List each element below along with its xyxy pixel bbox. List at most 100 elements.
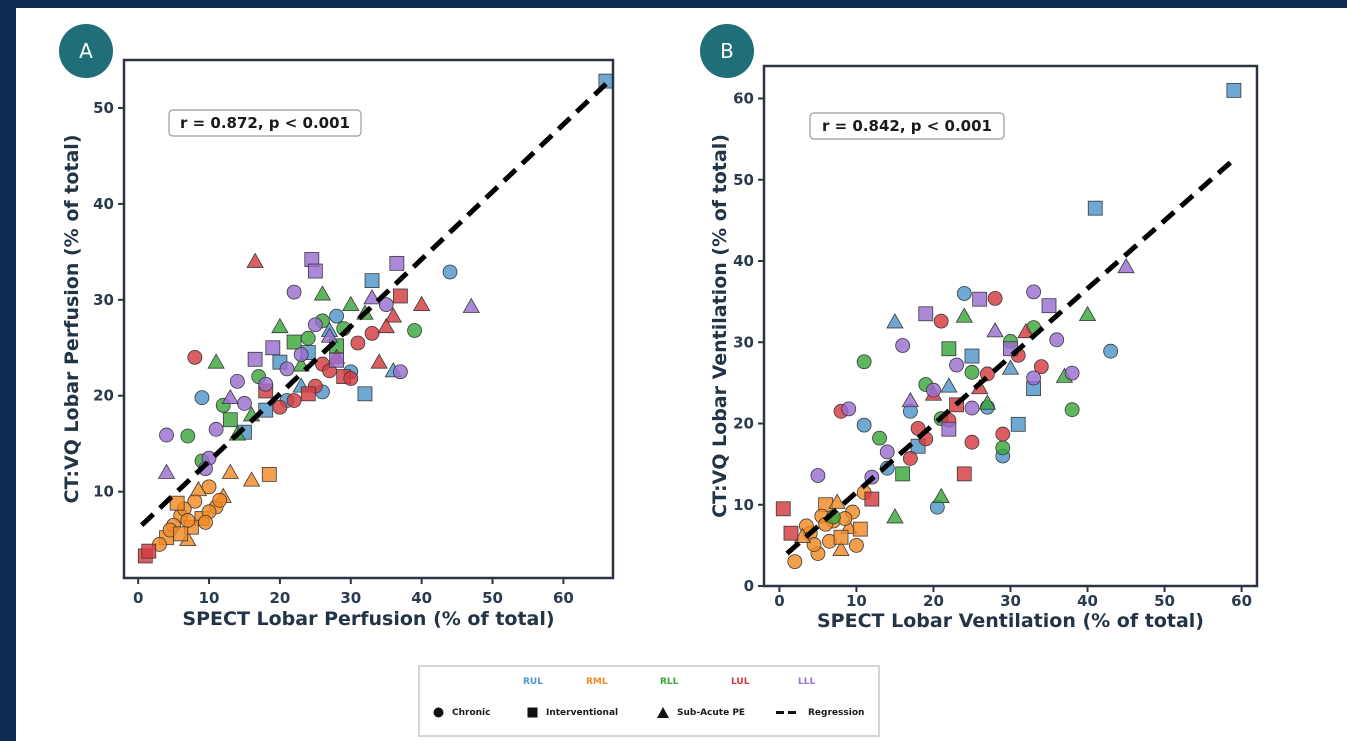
chart-a-point-lll-101 — [307, 317, 323, 333]
chart-a-point-lll-86 — [157, 463, 176, 479]
chart-b-point-lul-66 — [956, 466, 972, 482]
chart-b-point-lll-76 — [972, 291, 988, 307]
legend-interventional: Interventional — [527, 707, 618, 718]
chart-b-point-rul-14 — [856, 417, 872, 433]
chart-b-point-rll-51 — [955, 307, 973, 323]
chart-b-point-rul-13 — [964, 348, 980, 364]
chart-b-point-rul-11 — [940, 377, 958, 393]
chart-b-point-rml-27 — [833, 529, 849, 545]
chart-b-point-lul-60 — [995, 426, 1011, 442]
chart-b-point-rll-50 — [872, 430, 887, 446]
chart-b-ytick-label-0: 0 — [744, 577, 754, 595]
chart-a-point-rll-43 — [313, 285, 332, 301]
chart-b-xtick-label-1: 10 — [846, 592, 867, 610]
chart-b-x-axis-label: SPECT Lobar Ventilation (% of total) — [817, 610, 1204, 632]
chart-b-point-lul-56 — [775, 501, 791, 517]
chart-b-point-rll-52 — [995, 440, 1011, 456]
chart-b-point-rul-3 — [956, 286, 972, 301]
chart-a-xtick-label-1: 10 — [199, 589, 220, 607]
chart-a-point-rll-52 — [286, 334, 302, 350]
chart-b-point-rul-1 — [1087, 200, 1103, 216]
chart-b-point-rll-48 — [978, 394, 997, 410]
chart-a-point-rll-44 — [271, 317, 289, 334]
chart-a-xtick-label-2: 20 — [269, 589, 290, 607]
circle-icon — [433, 707, 444, 718]
chart-a-point-lll-97 — [237, 396, 252, 411]
chart-a-point-lul-76 — [272, 399, 288, 415]
chart-b-point-lll-94 — [1049, 332, 1065, 348]
dashed-line-icon — [776, 711, 800, 714]
chart-b-point-lll-75 — [918, 306, 934, 322]
chart-b-point-lll-89 — [964, 400, 980, 416]
legend-lobe-rul: RUL — [523, 677, 543, 687]
chart-a-point-rml-33 — [189, 480, 208, 497]
chart-a-xtick-label-6: 60 — [553, 589, 574, 607]
figure-frame: 0 10 20 30 40 50 60 10 20 30 40 50 SPECT Lobar Perfu… — [16, 8, 1347, 741]
legend-subacute-label: Sub-Acute PE — [677, 707, 746, 718]
chart-a-xtick-label-4: 40 — [411, 589, 432, 607]
chart-a-point-lll-94 — [208, 421, 224, 437]
chart-a-point-lll-90 — [279, 361, 295, 377]
chart-b-point-lll-91 — [1026, 370, 1042, 386]
chart-a-point-rml-38 — [173, 526, 189, 542]
chart-a-point-lul-61 — [412, 295, 431, 312]
chart-a-point-lll-80 — [389, 255, 405, 271]
chart-b-point-lul-71 — [864, 491, 880, 507]
legend-lobe-lll: LLL — [798, 677, 816, 687]
chart-b-stat-text: r = 0.842, p < 0.001 — [822, 117, 992, 135]
chart-b-point-rll-46 — [941, 341, 957, 357]
legend-regression-label: Regression — [808, 707, 865, 718]
chart-b-point-rll-39 — [1064, 402, 1080, 418]
chart-b-ytick-label-5: 50 — [733, 171, 754, 189]
chart-a-ytick-label-1: 20 — [93, 387, 114, 405]
chart-a-point-lul-62 — [370, 353, 388, 369]
chart-a-point-lll-92 — [378, 297, 394, 313]
chart-a-point-rll-45 — [222, 412, 238, 428]
chart-a-regression-line — [139, 82, 608, 528]
legend: RUL RML RLL LUL LLL Chronic Intervention… — [418, 665, 880, 737]
chart-b-point-rul-0 — [1226, 82, 1242, 98]
chart-a-xtick-label-0: 0 — [133, 589, 143, 607]
chart-a-point-lul-77 — [377, 317, 395, 334]
chart-b-point-rul-7 — [886, 313, 904, 329]
chart-a-point-lul-74 — [300, 386, 316, 402]
chart-b-point-rul-2 — [1103, 343, 1119, 359]
chart-b-point-rml-30 — [828, 493, 846, 509]
chart-b-ytick-label-3: 30 — [733, 333, 754, 351]
chart-b-point-lul-72 — [964, 434, 980, 450]
legend-lobe-rml: RML — [586, 677, 608, 687]
chart-a-point-rll-46 — [300, 330, 316, 346]
chart-b-point-lll-86 — [926, 382, 941, 398]
chart-a-point-lul-71 — [350, 335, 366, 351]
chart-b-point-lul-61 — [1033, 359, 1049, 375]
chart-b-point-rul-16 — [1001, 359, 1020, 375]
chart-a-point-rml-34 — [198, 514, 213, 530]
chart-b-regression-line — [785, 157, 1236, 556]
chart-b-y-axis-label: CT:VQ Lobar Ventilation (% of total) — [709, 134, 731, 518]
chart-b-point-rll-53 — [895, 466, 911, 482]
chart-b-point-lll-82 — [1064, 365, 1080, 381]
chart-a-point-lll-96 — [363, 289, 381, 305]
chart-a-point-rml-35 — [169, 495, 185, 511]
chart-b-points — [775, 82, 1242, 570]
chart-a-point-rll-42 — [407, 323, 422, 338]
chart-a-point-rml-19 — [201, 479, 217, 495]
chart-a-panel-badge — [59, 24, 113, 78]
legend-regression: Regression — [776, 707, 864, 718]
chart-a-panel-badge-label: A — [79, 39, 93, 63]
chart-a-point-rul-12 — [329, 308, 345, 324]
chart-a-point-lul-64 — [141, 543, 157, 559]
chart-b-point-rll-42 — [932, 487, 950, 504]
chart-a-ytick-label-3: 40 — [93, 195, 114, 213]
chart-b-xtick-label-4: 40 — [1077, 592, 1098, 610]
chart-a-point-lll-100 — [258, 376, 274, 392]
chart-b-point-lul-58 — [987, 290, 1003, 306]
chart-a-point-lll-95 — [293, 347, 309, 362]
scatter-chart-b: 0 10 20 30 40 50 60 0 10 20 30 40 50 60 SPECT Lobar Ve… — [700, 24, 1259, 632]
chart-a-point-lll-102 — [221, 388, 239, 405]
chart-b-point-lll-77 — [1026, 284, 1042, 300]
chart-b-ytick-label-4: 40 — [733, 252, 754, 270]
chart-a-point-lll-82 — [462, 297, 480, 313]
legend-subacute: Sub-Acute PE — [657, 707, 745, 718]
chart-a-point-rul-3 — [357, 386, 373, 402]
